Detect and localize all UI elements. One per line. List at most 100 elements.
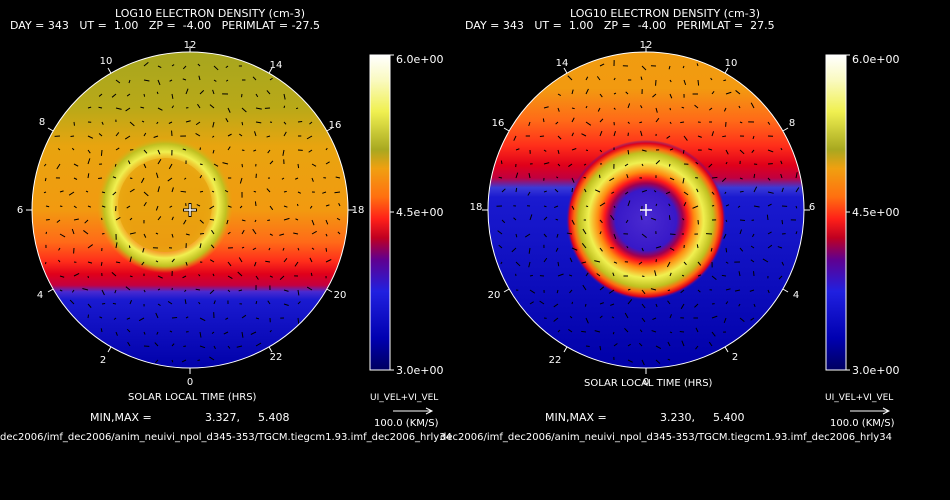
velocity-vector xyxy=(199,232,205,235)
velocity-vector xyxy=(571,132,574,137)
velocity-vector xyxy=(696,63,699,67)
velocity-vector xyxy=(241,107,247,113)
velocity-vector xyxy=(612,331,615,335)
velocity-vector xyxy=(241,219,246,222)
velocity-vector xyxy=(157,107,163,111)
velocity-vector xyxy=(266,188,271,193)
velocity-vector xyxy=(87,106,92,109)
velocity-vector xyxy=(267,219,271,222)
velocity-vector xyxy=(627,103,631,109)
velocity-vector xyxy=(311,177,314,182)
velocity-vector xyxy=(83,230,89,235)
velocity-vector xyxy=(611,316,615,319)
velocity-vector xyxy=(599,302,604,305)
velocity-vector xyxy=(73,163,79,167)
velocity-vector xyxy=(767,149,774,153)
velocity-vector xyxy=(568,329,573,333)
xlabel-left: SOLAR LOCAL TIME (HRS) xyxy=(128,392,257,403)
velocity-vector xyxy=(608,289,615,294)
velocity-vector xyxy=(199,190,204,193)
velocity-vector xyxy=(129,232,136,235)
velocity-vector xyxy=(212,273,215,277)
clock-tick xyxy=(724,67,729,74)
velocity-vector xyxy=(226,219,229,225)
velocity-vector xyxy=(127,160,131,165)
velocity-vector xyxy=(199,331,202,338)
velocity-vector xyxy=(282,247,285,251)
velocity-vector xyxy=(584,303,587,307)
pole-marker-left xyxy=(183,203,197,217)
velocity-vector xyxy=(613,343,618,347)
velocity-vector xyxy=(252,228,257,235)
velocity-vector xyxy=(780,160,783,165)
velocity-vector xyxy=(543,190,547,193)
velocity-vector xyxy=(680,303,685,310)
velocity-vector xyxy=(543,162,550,165)
velocity-vector xyxy=(669,314,672,319)
velocity-vector xyxy=(682,218,685,221)
velocity-vector xyxy=(752,135,755,140)
velocity-vector xyxy=(84,219,89,224)
velocity-vector xyxy=(213,177,216,181)
velocity-vector xyxy=(654,270,657,277)
velocity-vector xyxy=(211,331,215,334)
velocity-vector xyxy=(680,121,685,124)
velocity-vector xyxy=(71,228,75,235)
velocity-vector xyxy=(739,229,742,235)
velocity-vector xyxy=(325,219,329,225)
clock-label-left-9: 6 xyxy=(17,205,23,216)
velocity-vector xyxy=(213,65,219,71)
velocity-vector xyxy=(708,341,713,347)
velocity-vector xyxy=(224,189,229,193)
velocity-vector xyxy=(293,232,299,235)
velocity-vector xyxy=(599,149,603,153)
velocity-vector xyxy=(129,275,133,278)
velocity-vector xyxy=(212,121,215,128)
velocity-vector xyxy=(612,272,615,277)
velocity-vector xyxy=(157,288,161,291)
velocity-vector xyxy=(156,91,159,95)
vector-scale-left: 100.0 (KM/S) xyxy=(374,418,439,429)
velocity-vector xyxy=(683,79,687,86)
velocity-vector xyxy=(667,358,671,361)
velocity-vector xyxy=(666,135,671,139)
velocity-vector xyxy=(640,215,643,221)
velocity-vector xyxy=(753,205,760,208)
velocity-vector xyxy=(87,261,93,264)
velocity-vector xyxy=(309,257,313,263)
velocity-vector xyxy=(143,191,149,197)
velocity-vector xyxy=(778,275,783,280)
velocity-vector xyxy=(655,246,662,249)
velocity-vector xyxy=(795,187,800,193)
velocity-vector xyxy=(569,257,573,263)
velocity-vector xyxy=(641,149,647,152)
velocity-vector xyxy=(610,214,615,221)
velocity-vector xyxy=(309,205,313,209)
velocity-vector xyxy=(211,229,215,235)
velocity-vector xyxy=(255,275,259,280)
velocity-vector xyxy=(581,133,587,137)
velocity-vector xyxy=(529,289,536,294)
velocity-vector xyxy=(553,317,559,322)
velocity-vector xyxy=(269,329,272,333)
velocity-vector xyxy=(599,118,604,123)
velocity-vector xyxy=(209,218,215,221)
velocity-vector xyxy=(568,274,573,277)
velocity-vector xyxy=(681,340,685,347)
velocity-vector xyxy=(297,301,301,305)
velocity-vector xyxy=(599,202,606,207)
velocity-vector xyxy=(297,289,300,296)
clock-tick xyxy=(724,346,729,353)
clock-label-right-6: 0 xyxy=(643,377,649,388)
velocity-vector xyxy=(241,229,245,235)
velocity-vector xyxy=(157,65,162,68)
velocity-vector xyxy=(585,76,589,81)
velocity-vector xyxy=(721,177,727,182)
velocity-vector xyxy=(311,230,317,235)
velocity-vector xyxy=(283,190,287,193)
max-value-right: 5.400 xyxy=(713,411,745,424)
velocity-vector xyxy=(609,177,615,182)
velocity-vector xyxy=(127,341,131,347)
velocity-vector xyxy=(309,121,313,125)
